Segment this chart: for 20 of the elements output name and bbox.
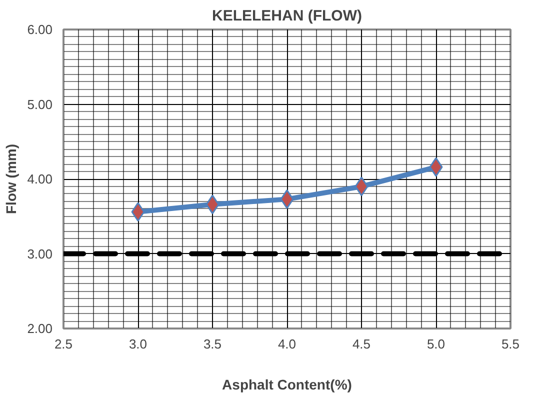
x-axis-title: Asphalt Content(%) bbox=[222, 376, 352, 392]
y-tick-label: 3.00 bbox=[27, 246, 53, 262]
x-tick-label: 2.5 bbox=[54, 336, 73, 352]
x-tick-label: 5.5 bbox=[501, 336, 520, 352]
x-tick-label: 4.5 bbox=[352, 336, 371, 352]
x-tick-label: 3.0 bbox=[128, 336, 148, 352]
y-tick-label: 4.00 bbox=[27, 172, 53, 186]
chart-title: KELELEHAN (FLOW) bbox=[212, 8, 362, 24]
point bbox=[429, 157, 443, 177]
point bbox=[354, 176, 368, 196]
point bbox=[206, 194, 220, 214]
x-tick-label: 5.0 bbox=[426, 336, 446, 352]
point bbox=[280, 189, 294, 209]
x-tick-label: 3.5 bbox=[203, 336, 222, 352]
y-axis-title: Flow (mm) bbox=[3, 144, 20, 214]
x-tick-label: 4.0 bbox=[278, 336, 296, 352]
y-tick-label: 2.00 bbox=[27, 321, 53, 336]
point bbox=[131, 202, 145, 222]
y-tick-label: 5.00 bbox=[27, 96, 53, 112]
y-tick-label: 6.00 bbox=[27, 22, 53, 37]
